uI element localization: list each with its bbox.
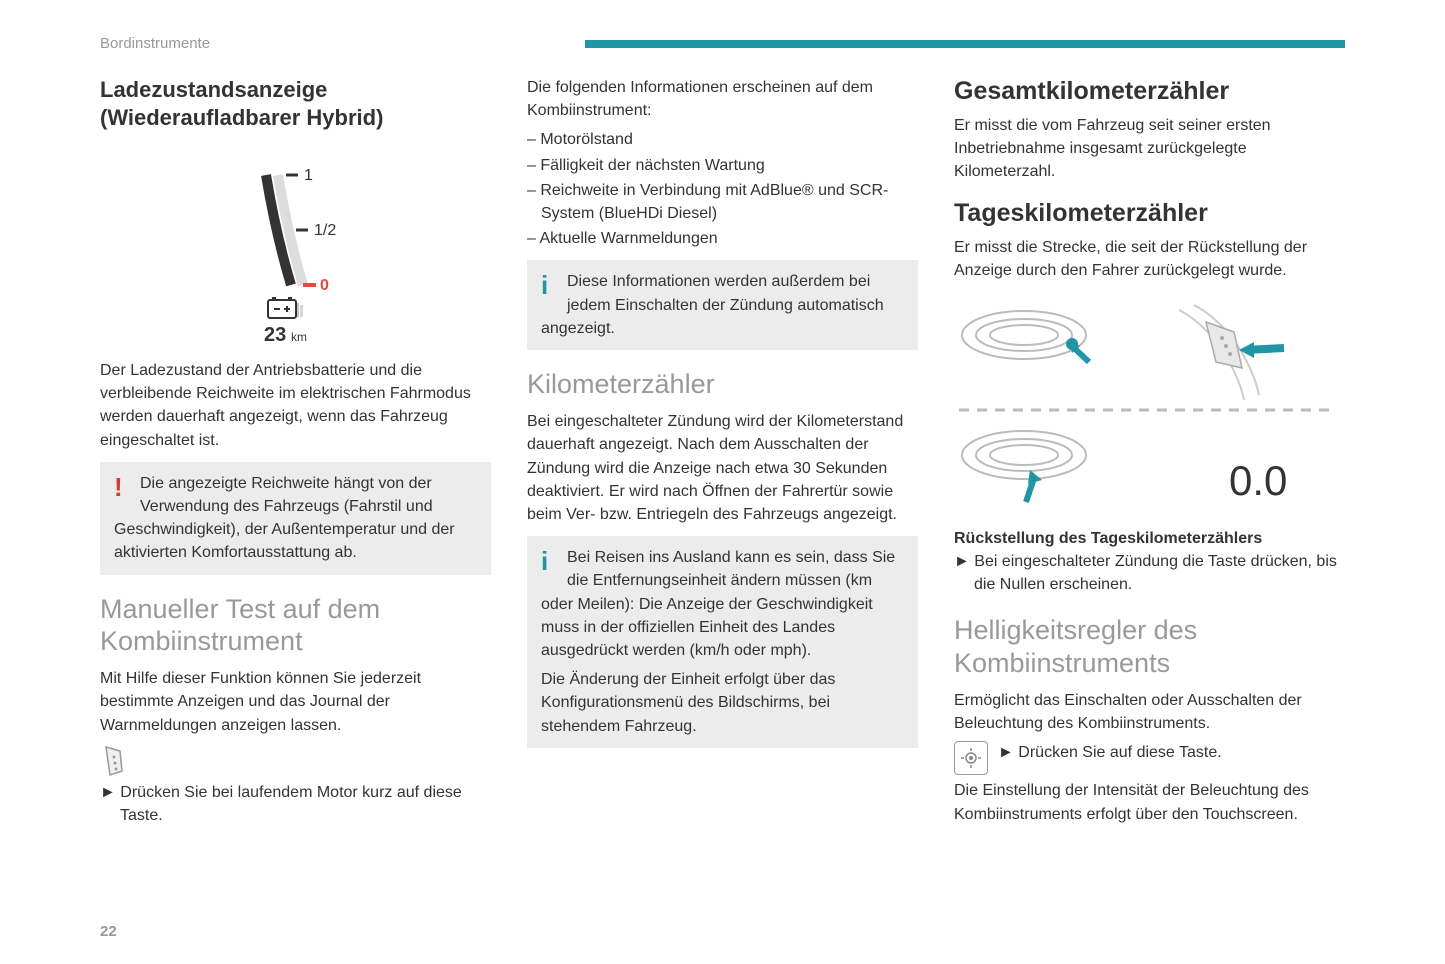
heading-trip-odometer: Tageskilometerzähler <box>954 198 1345 228</box>
heading-manual-test: Manueller Test auf dem Kombiinstrument <box>100 593 491 658</box>
info-text-abroad: Bei Reisen ins Ausland kann es sein, das… <box>541 549 895 659</box>
gauge-illustration: 1 1/2 0 23 km <box>236 145 356 345</box>
odometer-reset-illustration: 0.0 <box>954 290 1345 520</box>
subheading-reset: Rückstellung des Tageskilometerzählers <box>954 530 1345 548</box>
column-3: Gesamtkilometerzähler Er misst die vom F… <box>954 76 1345 832</box>
list-service: – Fälligkeit der nächsten Wartung <box>527 154 918 177</box>
heading-odometer: Kilometerzähler <box>527 368 918 400</box>
action-reset: ► Bei eingeschalteter Zündung die Taste … <box>954 550 1345 596</box>
svg-text:km: km <box>291 330 307 344</box>
svg-text:1: 1 <box>304 167 313 184</box>
info-box-abroad: i Bei Reisen ins Ausland kann es sein, d… <box>527 536 918 748</box>
info-text-auto: Diese Informationen werden außerdem bei … <box>541 273 884 336</box>
action-brightness: ► Drücken Sie auf diese Taste. <box>998 741 1222 764</box>
heading-line2: (Wiederaufladbarer Hybrid) <box>100 105 383 130</box>
list-oil: – Motorölstand <box>527 128 918 151</box>
para-trip-odo: Er misst die Strecke, die seit der Rücks… <box>954 236 1345 282</box>
info-icon: i <box>541 270 563 304</box>
para-brightness-touchscreen: Die Einstellung der Intensität der Beleu… <box>954 779 1345 825</box>
stalk-button-illustration <box>100 743 491 779</box>
accent-bar <box>585 40 1345 48</box>
para-charge-state: Der Ladezustand der Antriebsbatterie und… <box>100 359 491 452</box>
svg-text:0.0: 0.0 <box>1229 457 1287 504</box>
heading-charge-indicator: Ladezustandsanzeige (Wiederaufladbarer H… <box>100 76 491 131</box>
page-number: 22 <box>100 923 117 940</box>
para-manual-test: Mit Hilfe dieser Funktion können Sie jed… <box>100 667 491 737</box>
heading-brightness: Helligkeitsregler des Kombiinstruments <box>954 614 1345 679</box>
svg-text:1/2: 1/2 <box>314 222 336 239</box>
column-2: Die folgenden Informationen erscheinen a… <box>527 76 918 832</box>
heading-total-odometer: Gesamtkilometerzähler <box>954 76 1345 106</box>
exclamation-icon: ! <box>114 472 136 506</box>
brightness-button-icon <box>954 741 988 775</box>
action-press-button: ► Drücken Sie bei laufendem Motor kurz a… <box>100 781 491 827</box>
list-warnings: – Aktuelle Warnmeldungen <box>527 227 918 250</box>
para-total-odo: Er misst die vom Fahrzeug seit seiner er… <box>954 114 1345 184</box>
para-info-intro: Die folgenden Informationen erscheinen a… <box>527 76 918 122</box>
svg-text:23: 23 <box>264 324 286 345</box>
info-text-unit-change: Die Änderung der Einheit erfolgt über da… <box>541 671 835 734</box>
list-adblue: – Reichweite in Verbindung mit AdBlue® u… <box>527 179 918 225</box>
para-odometer: Bei eingeschalteter Zündung wird der Kil… <box>527 410 918 526</box>
info-icon: i <box>541 546 563 580</box>
heading-line1: Ladezustandsanzeige <box>100 77 327 102</box>
column-1: Ladezustandsanzeige (Wiederaufladbarer H… <box>100 76 491 832</box>
warning-text: Die angezeigte Reichweite hängt von der … <box>114 475 455 562</box>
warning-box-range: ! Die angezeigte Reichweite hängt von de… <box>100 462 491 575</box>
breadcrumb: Bordinstrumente <box>100 35 210 52</box>
info-box-auto-display: i Diese Informationen werden außerdem be… <box>527 260 918 350</box>
para-brightness: Ermöglicht das Einschalten oder Ausschal… <box>954 689 1345 735</box>
svg-text:0: 0 <box>320 277 329 294</box>
